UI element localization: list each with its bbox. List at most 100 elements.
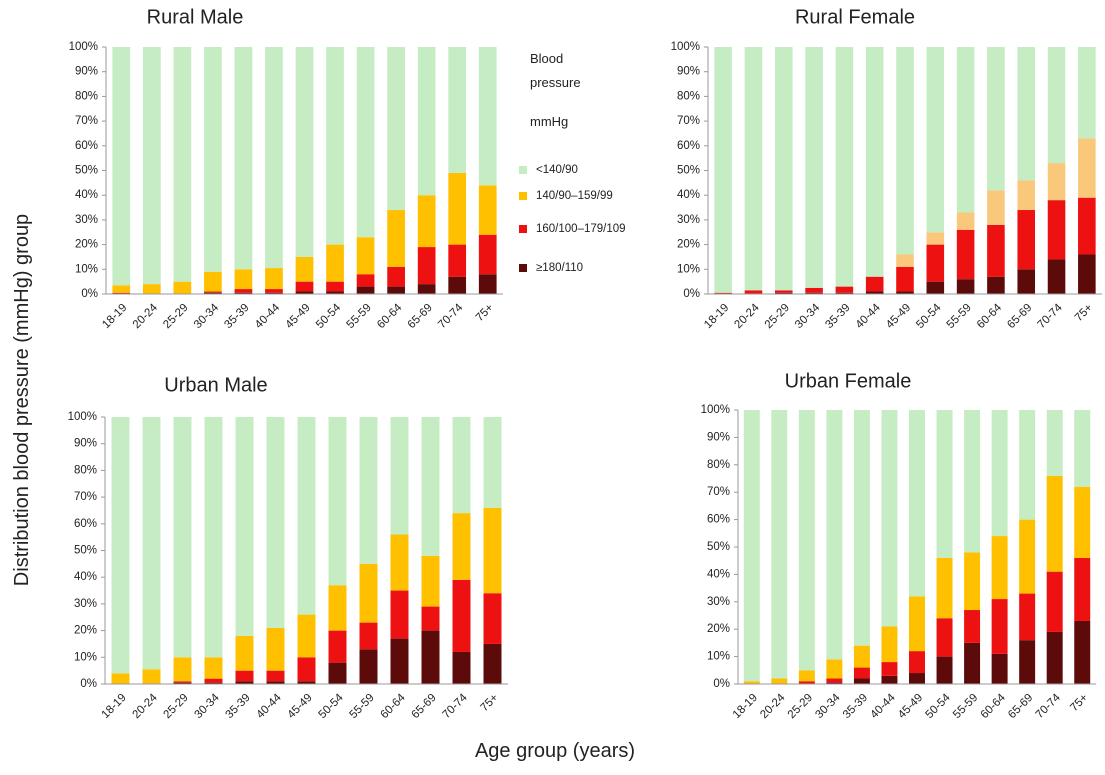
x-tick-label: 30-34 [793, 301, 823, 331]
y-tick-label: 30% [707, 596, 730, 608]
bar-segment [417, 284, 436, 294]
bar-segment [387, 266, 405, 287]
bar-segment [964, 642, 981, 684]
bar-segment [964, 552, 981, 611]
x-tick-label: 50-54 [316, 691, 346, 721]
y-tick-label: 50% [74, 545, 97, 557]
bar-segment [356, 237, 375, 275]
y-tick-label: 0% [80, 678, 97, 690]
bar-segment [1047, 47, 1066, 164]
bar-segment [936, 656, 953, 684]
bar-segment [987, 47, 1005, 191]
bar-segment [956, 47, 975, 213]
y-tick-label: 70% [707, 486, 730, 498]
x-tick-label: 20-24 [758, 691, 788, 721]
bar-segment [326, 281, 344, 292]
bar-segment [865, 291, 884, 294]
x-tick-label: 70-74 [436, 301, 466, 331]
x-tick-label: 75+ [1073, 302, 1095, 324]
bar-segment [1019, 593, 1036, 641]
bar-segment [390, 417, 409, 535]
bar-segment [964, 610, 981, 643]
bar-segment [448, 172, 467, 245]
bar-segment [805, 287, 823, 293]
bar-segment [421, 555, 440, 607]
bar-segment [452, 651, 471, 684]
bar-segment [478, 185, 497, 235]
legend-swatch [519, 264, 527, 272]
bar-segment [771, 678, 788, 684]
y-tick-label: 90% [677, 66, 700, 78]
bar-segment [173, 681, 192, 683]
bar-segment [266, 670, 285, 682]
y-tick-label: 10% [707, 651, 730, 663]
bar-segment [744, 290, 763, 294]
bar-segment [964, 410, 981, 553]
y-tick-label: 100% [701, 404, 730, 416]
bar-segment [390, 534, 409, 591]
x-tick-label: 18-19 [702, 302, 731, 331]
bar-segment [297, 681, 316, 684]
bar-segment [1078, 47, 1096, 139]
bar-segment [142, 284, 161, 294]
bar-segment [909, 651, 925, 674]
x-tick-label: 18-19 [100, 302, 129, 331]
y-tick-label: 60% [75, 140, 98, 152]
legend-title: Blood pressure [530, 51, 581, 90]
bar-segment [328, 630, 347, 663]
bar-segment [881, 410, 898, 627]
x-tick-label: 55-59 [945, 302, 974, 331]
bar-segment [853, 678, 870, 684]
x-tick-label: 30-34 [192, 691, 222, 721]
bar-segment [1047, 163, 1066, 201]
bar-segment [1046, 631, 1063, 684]
bar-segment [853, 645, 870, 668]
x-axis-label: Age group (years) [475, 740, 635, 762]
bar-segment [835, 286, 854, 293]
x-tick-label: 45-49 [896, 692, 925, 721]
bar-segment [865, 47, 884, 277]
bar-segment [771, 410, 788, 679]
y-tick-label: 90% [74, 438, 97, 450]
bar-segment [991, 599, 1008, 654]
y-tick-label: 70% [75, 115, 98, 127]
bar-segment [387, 286, 405, 294]
bar-segment [387, 210, 405, 267]
bar-segment [744, 47, 763, 291]
bar-segment [483, 643, 502, 684]
bar-segment [1046, 571, 1063, 632]
bar-segment [297, 614, 316, 658]
bar-segment [417, 247, 436, 285]
bar-segment [1074, 410, 1091, 487]
y-axis-label: Distribution blood pressure (mmHg) group [11, 214, 33, 586]
bar-segment [991, 410, 1008, 537]
bar-segment [356, 286, 375, 294]
y-tick-label: 30% [75, 214, 98, 226]
bar-segment [266, 681, 285, 684]
x-tick-label: 40-44 [253, 301, 283, 331]
bar-segment [234, 47, 253, 270]
x-tick-label: 55-59 [347, 692, 376, 721]
bar-segment [421, 606, 440, 631]
bar-segment [421, 630, 440, 684]
bar-segment [1078, 138, 1096, 198]
chart-title: Urban Female [785, 370, 912, 392]
bar-segment [448, 47, 467, 173]
y-tick-label: 20% [707, 623, 730, 635]
x-tick-label: 20-24 [131, 301, 161, 331]
bar-segment [234, 292, 253, 294]
y-tick-label: 50% [707, 541, 730, 553]
bar-segment [909, 410, 925, 597]
x-tick-label: 40-44 [254, 691, 284, 721]
bar-segment [265, 292, 283, 294]
bar-segment [235, 635, 254, 671]
bar-segment [1047, 200, 1066, 260]
legend-label: 140/90–159/99 [536, 190, 613, 202]
x-tick-label: 25-29 [786, 692, 815, 721]
bar-segment [826, 410, 843, 660]
x-tick-label: 55-59 [345, 302, 374, 331]
bar-segment [798, 410, 815, 671]
y-tick-label: 60% [677, 140, 700, 152]
bar-segment [173, 682, 192, 684]
bar-segment [204, 682, 223, 684]
